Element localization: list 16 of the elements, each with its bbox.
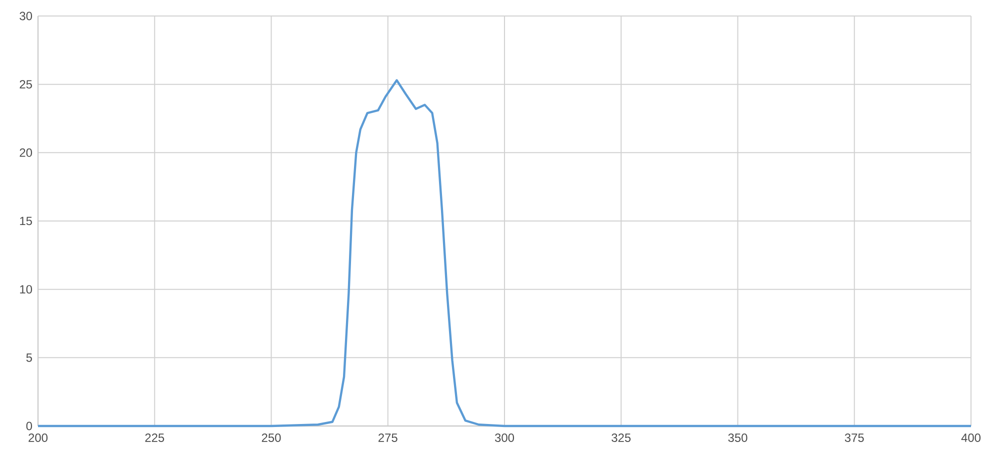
y-tick-label: 25 [20, 80, 32, 89]
x-tick-label: 400 [961, 434, 981, 442]
y-tick-label: 15 [20, 216, 32, 226]
y-tick-label: 20 [20, 148, 32, 157]
y-tick-label: 10 [20, 285, 32, 294]
x-tick-label: 375 [844, 434, 864, 442]
y-tick-label: 30 [20, 12, 32, 20]
x-tick-label: 200 [28, 434, 48, 442]
x-tick-label: 225 [145, 434, 164, 442]
x-tick-label: 300 [494, 434, 514, 442]
y-tick-label: 5 [26, 353, 32, 362]
x-tick-label: 275 [378, 434, 398, 442]
x-tick-label: 325 [612, 434, 631, 442]
x-tick-label: 250 [262, 434, 281, 442]
y-tick-label: 0 [26, 422, 32, 430]
x-tick-label: 350 [728, 434, 748, 442]
